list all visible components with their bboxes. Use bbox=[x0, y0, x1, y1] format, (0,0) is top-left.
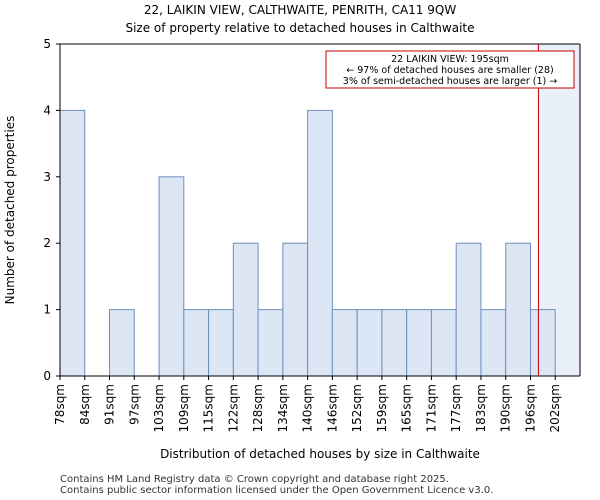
x-tick-label: 84sqm bbox=[78, 384, 92, 425]
y-axis-label: Number of detached properties bbox=[3, 116, 17, 305]
x-tick-label: 140sqm bbox=[301, 384, 315, 432]
x-tick-label: 183sqm bbox=[474, 384, 488, 432]
bar-128sqm bbox=[257, 309, 284, 377]
y-tick-label: 4 bbox=[43, 103, 51, 117]
bar-146sqm bbox=[331, 309, 358, 377]
bar-91sqm bbox=[109, 309, 135, 377]
x-tick-label: 134sqm bbox=[276, 384, 290, 432]
x-tick-label: 171sqm bbox=[424, 384, 438, 432]
x-tick-label: 202sqm bbox=[548, 384, 562, 432]
y-tick-label: 3 bbox=[43, 170, 51, 184]
x-tick-label: 115sqm bbox=[202, 384, 216, 432]
x-tick-label: 146sqm bbox=[325, 384, 339, 432]
x-tick-label: 196sqm bbox=[523, 384, 537, 432]
bar-134sqm bbox=[282, 242, 309, 377]
x-tick-label: 122sqm bbox=[226, 384, 240, 432]
x-tick-label: 152sqm bbox=[350, 384, 364, 432]
bar-140sqm bbox=[307, 109, 333, 377]
chart-title: 22, LAIKIN VIEW, CALTHWAITE, PENRITH, CA… bbox=[143, 3, 457, 17]
x-tick-label: 128sqm bbox=[251, 384, 265, 432]
bar-122sqm bbox=[232, 242, 259, 377]
annotation-smaller: ← 97% of detached houses are smaller (28… bbox=[346, 65, 553, 76]
footer-licence: Contains public sector information licen… bbox=[60, 485, 494, 496]
x-tick-label: 159sqm bbox=[375, 384, 389, 432]
x-tick-label: 177sqm bbox=[449, 384, 463, 432]
bar-196sqm bbox=[529, 309, 556, 377]
bar-103sqm bbox=[158, 176, 185, 377]
x-tick-label: 190sqm bbox=[499, 384, 513, 432]
chart-subtitle: Size of property relative to detached ho… bbox=[125, 21, 475, 35]
x-tick-label: 97sqm bbox=[127, 384, 141, 425]
bar-171sqm bbox=[430, 309, 457, 377]
bar-78sqm bbox=[59, 109, 86, 377]
x-axis-label: Distribution of detached houses by size … bbox=[160, 447, 480, 461]
annotation-larger: 3% of semi-detached houses are larger (1… bbox=[343, 76, 557, 87]
y-tick-label: 5 bbox=[43, 37, 51, 51]
x-tick-label: 103sqm bbox=[152, 384, 166, 432]
y-tick-label: 0 bbox=[43, 369, 51, 383]
y-tick-label: 1 bbox=[43, 303, 51, 317]
bar-159sqm bbox=[381, 309, 408, 377]
bar-165sqm bbox=[406, 309, 432, 377]
x-tick-label: 91sqm bbox=[103, 384, 117, 425]
annotation-box bbox=[325, 50, 575, 89]
annotation-title: 22 LAIKIN VIEW: 195sqm bbox=[391, 54, 509, 65]
y-tick-label: 2 bbox=[43, 236, 51, 250]
bar-152sqm bbox=[356, 309, 383, 377]
footer-copyright: Contains HM Land Registry data © Crown c… bbox=[60, 474, 449, 485]
bar-190sqm bbox=[505, 242, 531, 377]
x-tick-label: 109sqm bbox=[177, 384, 191, 432]
bar-115sqm bbox=[208, 309, 234, 377]
bar-109sqm bbox=[183, 309, 210, 377]
bar-177sqm bbox=[455, 242, 482, 377]
x-tick-label: 78sqm bbox=[53, 384, 67, 425]
x-tick-label: 165sqm bbox=[400, 384, 414, 432]
bar-183sqm bbox=[480, 309, 507, 377]
